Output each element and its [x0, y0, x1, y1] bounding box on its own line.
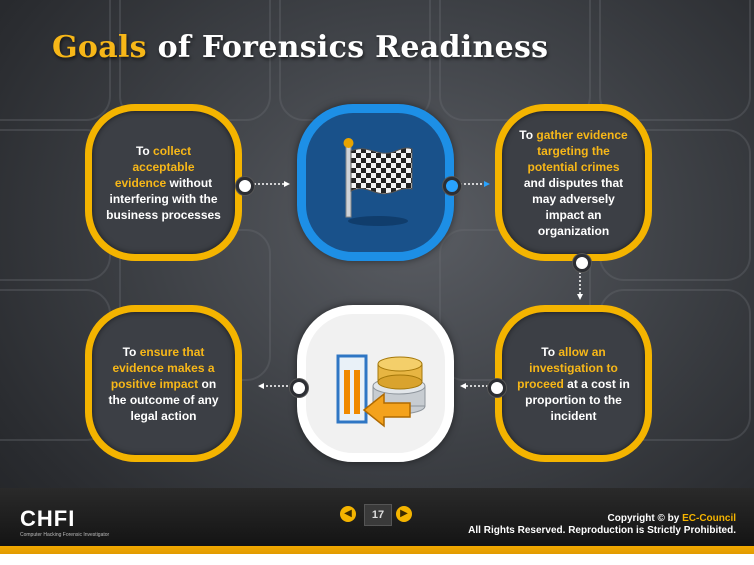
flow-connectors: [484, 181, 490, 187]
coins-cost-icon: [336, 354, 426, 428]
connector-dot: [290, 379, 308, 397]
ec-council-brand: EC-Council: [682, 513, 736, 524]
title-accent: Goals: [52, 30, 147, 65]
next-slide-button[interactable]: ▶: [396, 506, 412, 522]
copyright-notice: Copyright © by EC-Council All Rights Res…: [468, 513, 736, 537]
goal-card-gather: To gather evidence targeting the potenti…: [495, 104, 652, 261]
goal-card-allow: To allow an investigation to proceed at …: [495, 305, 652, 462]
connector-dot: [443, 177, 461, 195]
card-text-pre: To: [135, 143, 154, 158]
chfi-logo-subtitle: Computer Hacking Forensic Investigator: [20, 532, 110, 538]
card-text-post: on the outcome of any legal action: [108, 376, 219, 423]
card-text-highlight: gather evidence targeting the potential …: [527, 127, 628, 174]
title-rest: of Forensics Readiness: [157, 30, 549, 65]
card-text-post: and disputes that may adversely impact a…: [523, 175, 624, 238]
card-text-highlight: ensure that evidence makes a positive im…: [110, 344, 215, 391]
card-text-pre: To: [122, 344, 140, 359]
card-text-pre: To: [519, 127, 537, 142]
card-text-post: without interfering with the business pr…: [106, 175, 221, 222]
card-text-highlight: collect acceptable evidence: [114, 143, 195, 190]
connector-dot: [488, 379, 506, 397]
copyright-prefix: Copyright © by: [607, 513, 683, 524]
prev-slide-button[interactable]: ◀: [340, 506, 356, 522]
card-text-post: at a cost in proportion to the incident: [525, 376, 630, 423]
checkered-flag-icon: [343, 138, 413, 226]
card-text-highlight: allow an investigation to proceed: [517, 344, 618, 391]
bottom-strip: [0, 554, 754, 565]
chfi-logo: CHFI: [20, 506, 76, 531]
connector-dot: [236, 177, 254, 195]
page-title: Goals of Forensics Readiness: [52, 30, 548, 65]
rights-text: All Rights Reserved. Reproduction is Str…: [468, 525, 736, 536]
goal-card-ensure: To ensure that evidence makes a positive…: [85, 305, 242, 462]
page-number: 17: [364, 504, 392, 526]
connector-dot: [573, 254, 591, 272]
card-text-pre: To: [541, 344, 559, 359]
